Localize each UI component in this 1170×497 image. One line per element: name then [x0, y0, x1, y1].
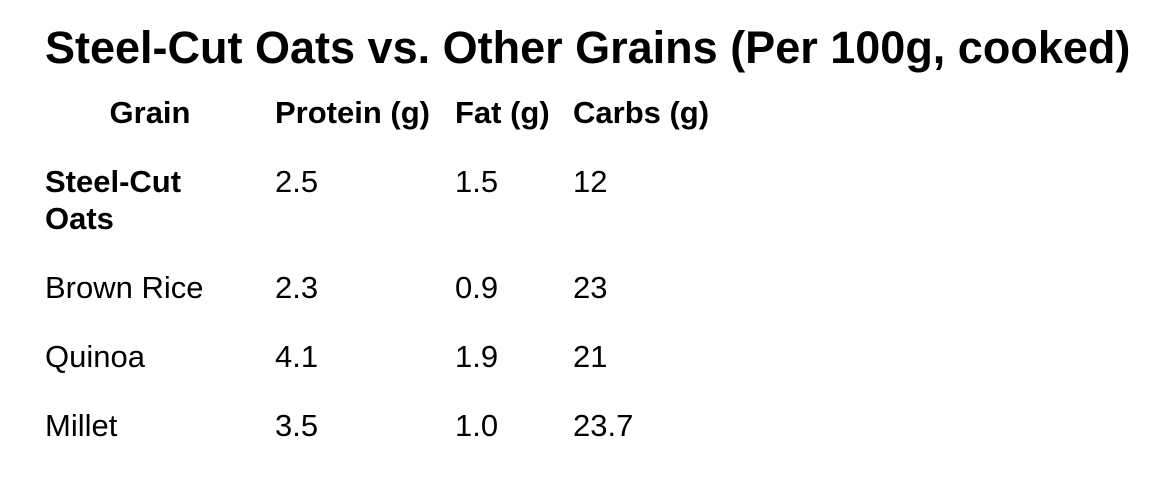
cell-grain: Steel-Cut Oats — [45, 163, 182, 236]
table-row: Brown Rice 2.3 0.9 23 — [45, 253, 1130, 322]
table-row: Millet 3.5 1.0 23.7 — [45, 391, 1130, 460]
nutrition-table: Grain Protein (g) Fat (g) Carbs (g) Stee… — [45, 78, 1130, 460]
cell-carbs: 12 — [573, 163, 608, 199]
table-row: Quinoa 4.1 1.9 21 — [45, 322, 1130, 391]
column-header-carbs: Carbs (g) — [573, 94, 710, 130]
cell-carbs: 23.7 — [573, 407, 634, 443]
cell-protein: 2.5 — [275, 163, 319, 199]
cell-grain: Millet — [45, 407, 118, 443]
column-header-fat: Fat (g) — [455, 94, 550, 130]
column-header-protein: Protein (g) — [275, 94, 430, 130]
table-body: Steel-Cut Oats 2.5 1.5 12 Brown Rice 2.3… — [45, 147, 1130, 460]
page-title: Steel-Cut Oats vs. Other Grains (Per 100… — [45, 22, 1131, 73]
cell-carbs: 23 — [573, 269, 608, 305]
cell-fat: 1.5 — [455, 163, 499, 199]
cell-grain: Quinoa — [45, 338, 145, 374]
cell-protein: 3.5 — [275, 407, 319, 443]
cell-grain: Brown Rice — [45, 269, 204, 305]
cell-protein: 2.3 — [275, 269, 319, 305]
table-header-row: Grain Protein (g) Fat (g) Carbs (g) — [45, 78, 1130, 147]
cell-protein: 4.1 — [275, 338, 319, 374]
cell-carbs: 21 — [573, 338, 608, 374]
cell-fat: 1.9 — [455, 338, 499, 374]
table-row: Steel-Cut Oats 2.5 1.5 12 — [45, 147, 1130, 253]
column-header-grain: Grain — [109, 94, 191, 130]
cell-fat: 1.0 — [455, 407, 499, 443]
cell-fat: 0.9 — [455, 269, 499, 305]
